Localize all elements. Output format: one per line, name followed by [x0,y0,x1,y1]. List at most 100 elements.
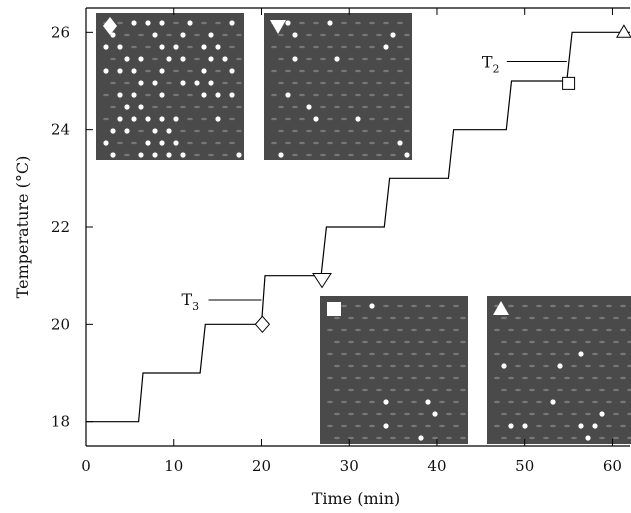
inset-spot [522,352,528,356]
inset-spot [550,304,556,308]
inset-spot [369,303,375,309]
inset-spot [564,400,570,404]
inset-spot [536,352,542,356]
inset-spot [166,152,172,158]
inset-spot [124,128,130,134]
inset-spot [557,412,563,416]
inset-spot [376,105,382,109]
inset-spot [327,117,333,121]
inset-spot [543,436,549,440]
inset-spot [355,141,361,145]
inset-spot [166,105,172,109]
inset-spot [145,45,151,49]
inset-spot [341,400,347,404]
inset-spot [320,33,326,37]
inset-spot [313,21,319,25]
inset-spot [355,93,361,97]
inset-spot [397,352,403,356]
inset-spot [571,340,577,344]
inset-spot [620,376,626,380]
inset-spot [187,69,193,73]
inset-spot [369,45,375,49]
inset-spot [592,328,598,332]
inset-spot [117,141,123,145]
inset-image-triangle-up [487,296,631,444]
inset-spot [194,105,200,109]
inset-spot [390,388,396,392]
inset-spot [564,328,570,332]
inset-spot [592,400,598,404]
inset-spot [383,69,389,73]
inset-spot [550,328,556,332]
inset-spot [592,423,598,429]
x-axis-label: Time (min) [312,489,401,508]
inset-spot [453,376,459,380]
inset-spot [599,388,605,392]
inset-spot [508,400,514,404]
inset-spot [341,304,347,308]
inset-spot [599,436,605,440]
inset-spot [313,69,319,73]
inset-spot [285,69,291,73]
inset-spot [229,92,235,98]
inset-spot [194,33,200,37]
inset-spot [306,153,312,157]
inset-spot [348,316,354,320]
inset-spot [159,44,165,50]
inset-spot [383,141,389,145]
inset-spot [271,69,277,73]
inset-spot [613,340,619,344]
inset-spot [166,81,172,85]
inset-spot [180,56,186,62]
inset-spot [348,129,354,133]
inset-spot [166,128,172,134]
inset-spot [585,435,591,441]
inset-spot [313,141,319,145]
inset-spot [180,105,186,109]
inset-spot [529,412,535,416]
inset-spot [383,328,389,332]
y-tick-label: 20 [51,315,70,333]
inset-spot [418,364,424,368]
inset-spot [159,92,165,98]
inset-spot [508,423,514,429]
inset-spot [201,21,207,25]
inset-spot [320,153,326,157]
inset-spot [571,316,577,320]
inset-spot [341,328,347,332]
inset-spot [152,105,158,109]
inset-spot [460,388,466,392]
inset-spot [173,44,179,50]
inset-spot [404,152,410,158]
inset-spot [376,340,382,344]
inset-spot [362,57,368,61]
inset-spot [578,351,584,357]
inset-spot [341,424,347,428]
inset-spot [515,412,521,416]
inset-spot [446,436,452,440]
inset-spot [418,340,424,344]
inset-spot [599,316,605,320]
inset-spot [348,105,354,109]
inset-spot [131,141,137,145]
inset-spot [383,352,389,356]
inset-spot [397,376,403,380]
y-tick-label: 22 [51,218,70,236]
inset-spot [208,153,214,157]
inset-spot [327,328,333,332]
y-tick-label: 24 [51,121,70,139]
inset-spot [355,45,361,49]
inset-spot [124,81,130,85]
inset-spot [376,129,382,133]
inset-spot [194,57,200,61]
inset-spot [152,128,158,134]
inset-spot [439,352,445,356]
inset-spot [557,340,563,344]
inset-spot [215,44,221,50]
inset-spot [187,93,193,97]
inset-spot [543,364,549,368]
inset-spot [397,21,403,25]
inset-spot [550,399,556,405]
inset-spot [390,81,396,85]
inset-spot [362,81,368,85]
